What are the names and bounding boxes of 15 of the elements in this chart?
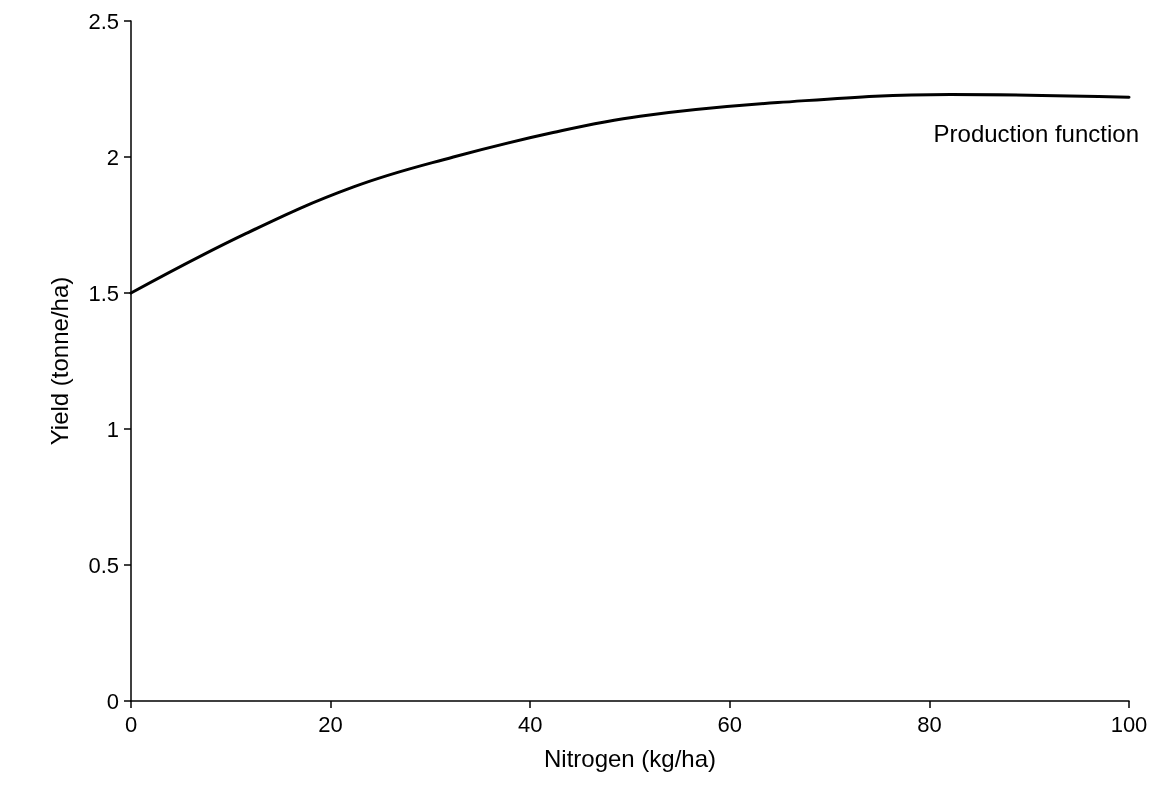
x-tick-label: 20 [318, 711, 343, 737]
series-label: Production function [933, 119, 1139, 147]
x-tick-label: 60 [717, 711, 743, 737]
y-tick-label: 1 [106, 416, 119, 442]
y-tick-label: 2.5 [88, 8, 119, 34]
x-tick-label: 40 [517, 711, 543, 737]
x-tick-label: 100 [1110, 711, 1148, 737]
y-tick-label: 1.5 [88, 280, 119, 306]
y-axis-title: Yield (tonne/ha) [45, 276, 73, 446]
x-tick-label: 0 [124, 711, 138, 737]
y-tick-label: 0.5 [88, 552, 119, 578]
x-tick-label: 80 [917, 711, 942, 737]
y-tick-label: 0 [106, 688, 119, 714]
y-tick-label: 2 [106, 144, 119, 170]
x-axis-title: Nitrogen (kg/ha) [543, 744, 717, 772]
